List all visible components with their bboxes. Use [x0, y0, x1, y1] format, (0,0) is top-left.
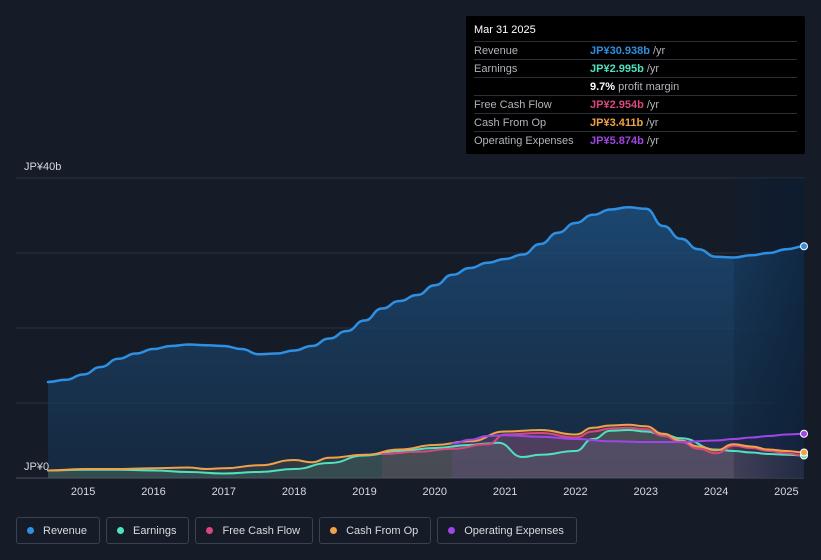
cash-from-op-line: [47, 423, 805, 472]
series-end-markers: [800, 242, 808, 460]
free-cash-flow-line: [381, 426, 805, 457]
forecast-highlight-band: [733, 178, 804, 478]
legend-label: Operating Expenses: [464, 524, 564, 537]
legend-item-cash-from-op[interactable]: Cash From Op: [319, 517, 432, 544]
tooltip-unit: /yr: [652, 44, 666, 57]
x-tick-label: 2017: [212, 486, 236, 498]
x-tick-label: 2023: [634, 486, 658, 498]
tooltip-value: JP¥5.874b: [590, 134, 644, 147]
legend-item-free-cash-flow[interactable]: Free Cash Flow: [195, 517, 314, 544]
x-tick-label: 2024: [704, 486, 728, 498]
data-tooltip: Mar 31 2025 Revenue JP¥30.938b/yr Earnings…: [466, 16, 805, 154]
x-axis-ticks: 2015 2016 2017 2018 2019 2020 2021 2022 2023 2024…: [71, 486, 799, 498]
free-cash-flow-area: [382, 427, 804, 478]
x-tick-label: 2022: [563, 486, 587, 498]
tooltip-unit: /yr: [646, 98, 660, 111]
y-axis-bottom-label: JP¥0: [24, 461, 49, 473]
tooltip-row: 9.7% profit margin: [474, 77, 797, 95]
legend-dot-icon: [330, 527, 338, 534]
tooltip-unit: /yr: [646, 116, 659, 129]
tooltip-label: Revenue: [474, 44, 519, 57]
x-tick-label: 2025: [774, 486, 798, 498]
tooltip-label: Operating Expenses: [474, 134, 574, 147]
x-tick-label: 2015: [71, 486, 95, 498]
legend-dot-icon: [27, 527, 34, 534]
legend-item-operating-expenses[interactable]: Operating Expenses: [437, 517, 577, 544]
tooltip-value: JP¥3.411b: [590, 116, 644, 129]
series-lines: [46, 206, 806, 475]
x-tick-label: 2021: [493, 486, 517, 498]
tooltip-label: Free Cash Flow: [474, 98, 552, 111]
legend-dot-icon: [448, 527, 456, 534]
chart-legend: Revenue Earnings Free Cash Flow Cash From O…: [16, 517, 577, 544]
revenue-area: [48, 207, 804, 479]
tooltip-value: JP¥2.995b: [590, 62, 644, 75]
tooltip-row: Operating Expenses JP¥5.874b/yr: [474, 131, 797, 149]
x-tick-label: 2018: [282, 486, 306, 498]
tooltip-label: Cash From Op: [474, 116, 547, 129]
tooltip-unit: profit margin: [618, 80, 680, 93]
tooltip-row: Earnings JP¥2.995b/yr: [474, 59, 797, 77]
y-axis-top-label: JP¥40b: [24, 161, 61, 173]
legend-item-revenue[interactable]: Revenue: [16, 517, 101, 544]
legend-label: Revenue: [43, 524, 88, 537]
x-tick-label: 2020: [423, 486, 447, 498]
tooltip-row: Cash From Op JP¥3.411b/yr: [474, 113, 797, 131]
tooltip-value: JP¥2.954b: [590, 98, 644, 111]
tooltip-value: 9.7%: [590, 80, 616, 93]
legend-label: Cash From Op: [346, 524, 419, 537]
tooltip-row: Free Cash Flow JP¥2.954b/yr: [474, 95, 797, 113]
legend-label: Free Cash Flow: [222, 524, 301, 537]
tooltip-unit: /yr: [646, 62, 660, 75]
revenue-end-marker: [800, 242, 808, 251]
tooltip-label: Earnings: [474, 62, 518, 75]
legend-dot-icon: [206, 527, 214, 534]
legend-label: Earnings: [133, 524, 177, 537]
legend-dot-icon: [117, 527, 125, 534]
operating-expenses-line: [451, 432, 805, 445]
tooltip-value: JP¥30.938b: [590, 44, 650, 57]
revenue-line: [46, 206, 806, 384]
legend-item-earnings[interactable]: Earnings: [106, 517, 190, 544]
x-tick-label: 2019: [352, 486, 376, 498]
x-tick-label: 2016: [141, 486, 165, 498]
tooltip-date: Mar 31 2025: [474, 24, 536, 36]
tooltip-row: Revenue JP¥30.938b/yr: [474, 41, 797, 59]
tooltip-unit: /yr: [646, 134, 660, 147]
financial-chart: 2015 2016 2017 2018 2019 2020 2021 2022 2023 2024…: [16, 161, 808, 498]
cash-from-op-end-marker: [800, 448, 808, 457]
series-areas: [48, 207, 804, 479]
tooltip-rows: Revenue JP¥30.938b/yr Earnings JP¥2.995b/yr…: [474, 41, 797, 149]
operating-expenses-end-marker: [800, 429, 808, 438]
operating-expenses-area: [452, 433, 804, 478]
